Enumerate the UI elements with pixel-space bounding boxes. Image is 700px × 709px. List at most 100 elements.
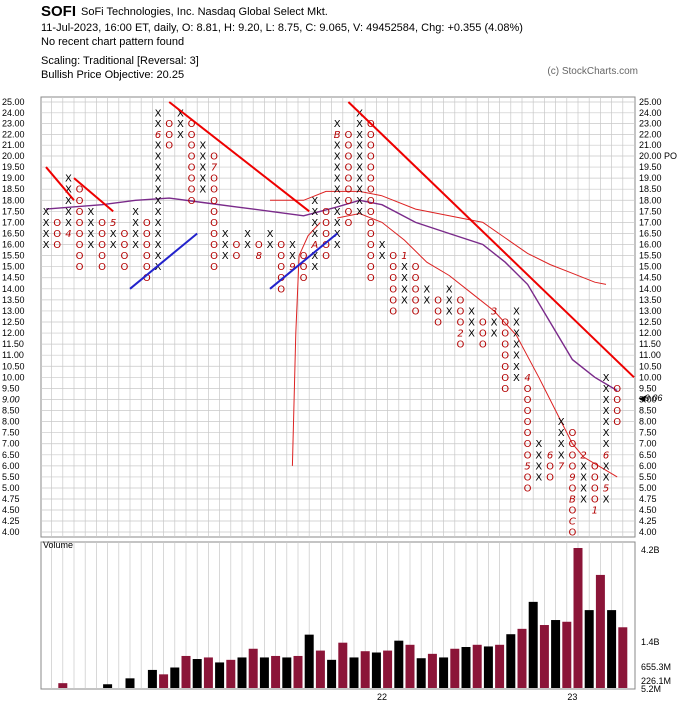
moving-average-short_spike — [291, 222, 321, 466]
objective-line: Bullish Price Objective: 20.25 — [41, 69, 185, 81]
o-box: O — [300, 273, 308, 284]
o-box: O — [501, 351, 509, 362]
o-box: O — [322, 240, 330, 251]
y-tick-right: 22.00 — [639, 129, 662, 139]
x-box: X — [199, 185, 206, 196]
y-tick-left: 23.00 — [2, 119, 25, 129]
bullish-support-line — [269, 232, 338, 290]
x-box: X — [334, 218, 341, 229]
x-box: X — [446, 295, 453, 306]
x-box: 1 — [401, 251, 407, 262]
x-box: X — [334, 240, 341, 251]
y-tick-left: 18.50 — [2, 184, 25, 194]
volume-bar — [607, 610, 617, 688]
y-tick-left: 11.00 — [2, 350, 24, 360]
x-box: X — [580, 472, 587, 483]
o-box: O — [412, 284, 420, 295]
o-box: O — [501, 362, 509, 373]
volume-tick: 655.3M — [641, 662, 671, 672]
o-box: O — [143, 262, 151, 273]
volume-bar — [181, 655, 191, 688]
y-tick-left: 20.00 — [2, 151, 25, 161]
o-box: O — [344, 163, 352, 174]
x-box: X — [356, 174, 363, 185]
o-box: O — [232, 251, 240, 262]
x-box: X — [535, 439, 542, 450]
o-box: O — [277, 262, 285, 273]
o-box: O — [434, 306, 442, 317]
x-box: X — [356, 207, 363, 218]
y-tick-right: 12.50 — [639, 317, 662, 327]
y-tick-left: 19.00 — [2, 173, 25, 183]
volume-bar — [483, 646, 493, 688]
x-box: X — [43, 207, 50, 218]
o-box: O — [232, 240, 240, 251]
x-box: X — [155, 163, 162, 174]
x-box: 5 — [110, 218, 116, 229]
o-box: O — [188, 185, 196, 196]
x-box: X — [468, 318, 475, 329]
o-box: O — [98, 262, 106, 273]
y-tick-right: 4.50 — [639, 505, 657, 515]
o-box: O — [76, 240, 84, 251]
o-box: O — [210, 207, 218, 218]
x-box: X — [155, 251, 162, 262]
volume-bar — [360, 651, 370, 688]
o-box: 2 — [457, 329, 463, 340]
x-box: X — [87, 240, 94, 251]
o-box: O — [367, 163, 375, 174]
o-box: O — [524, 484, 532, 495]
y-tick-right: 4.25 — [639, 516, 657, 526]
company-name: SoFi Technologies, Inc. Nasdaq Global Se… — [81, 6, 328, 18]
o-box: O — [98, 229, 106, 240]
y-tick-right: 6.50 — [639, 450, 657, 460]
o-box: O — [344, 185, 352, 196]
y-tick-left: 9.00 — [2, 394, 20, 404]
x-box: X — [311, 207, 318, 218]
o-box: O — [412, 306, 420, 317]
y-tick-right: 24.00 — [639, 108, 662, 118]
o-box: O — [344, 207, 352, 218]
y-tick-left: 10.00 — [2, 372, 25, 382]
o-box: O — [210, 218, 218, 229]
x-box: X — [65, 185, 72, 196]
x-box: X — [558, 417, 565, 428]
x-box: X — [199, 152, 206, 163]
o-box: O — [479, 318, 487, 329]
y-tick-right: 8.00 — [639, 417, 657, 427]
y-tick-left: 21.00 — [2, 140, 25, 150]
x-box: X — [65, 174, 72, 185]
x-box: 6 — [603, 450, 609, 461]
o-box: O — [98, 251, 106, 262]
volume-bar — [248, 648, 258, 688]
x-box: X — [132, 229, 139, 240]
y-tick-left: 8.00 — [2, 417, 20, 427]
y-tick-left: 6.50 — [2, 450, 20, 460]
y-tick-right: 17.50 — [639, 206, 662, 216]
y-tick-right: 14.00 — [639, 284, 662, 294]
o-box: O — [98, 240, 106, 251]
o-box: O — [367, 273, 375, 284]
x-box: X — [155, 229, 162, 240]
x-box: 3 — [491, 306, 497, 317]
x-box: X — [334, 119, 341, 130]
x-box: X — [423, 295, 430, 306]
x-box: X — [132, 207, 139, 218]
volume-bar — [371, 652, 381, 688]
x-box: X — [401, 295, 408, 306]
o-box: O — [568, 439, 576, 450]
o-box: O — [412, 262, 420, 273]
o-box: O — [210, 196, 218, 207]
o-box: O — [591, 484, 599, 495]
x-box: 4 — [65, 229, 71, 240]
x-box: X — [199, 174, 206, 185]
o-box: O — [479, 329, 487, 340]
volume-bar — [383, 650, 393, 688]
x-box: X — [177, 130, 184, 141]
x-box: X — [356, 185, 363, 196]
y-tick-right: 7.50 — [639, 428, 657, 438]
volume-tick: 226.1M — [641, 676, 671, 686]
pattern-line: No recent chart pattern found — [41, 36, 185, 48]
volume-label: Volume — [43, 540, 73, 550]
